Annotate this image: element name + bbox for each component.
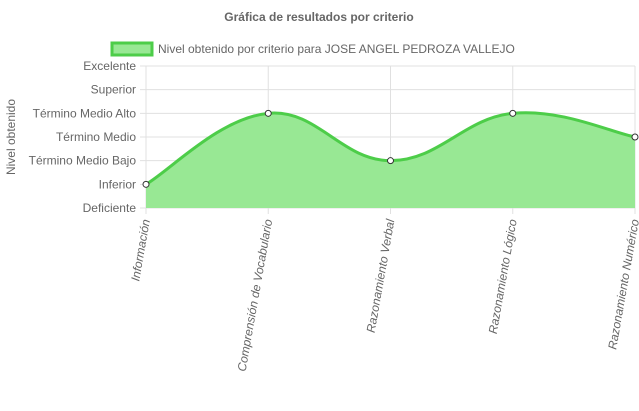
- y-tick-label: Término Medio Bajo: [29, 154, 137, 168]
- x-tick-label: Información: [128, 218, 153, 282]
- y-tick-label: Inferior: [99, 177, 136, 191]
- y-axis-label: Nivel obtenido: [4, 99, 18, 175]
- x-tick-label: Comprensión de Vocabulario: [235, 218, 276, 373]
- y-tick-label: Superior: [91, 83, 136, 97]
- data-points: [142, 109, 639, 188]
- data-point[interactable]: [142, 180, 150, 188]
- y-tick-label: Deficiente: [83, 201, 137, 215]
- data-point[interactable]: [631, 133, 639, 141]
- legend-swatch: [110, 41, 154, 57]
- x-axis-ticks: Información Comprensión de Vocabulario Raz…: [128, 218, 639, 373]
- legend[interactable]: Nivel obtenido por criterio para JOSE AN…: [110, 41, 515, 57]
- x-tick-label: Razonamiento Numérico: [605, 218, 639, 351]
- series-area-fill: [146, 112, 635, 208]
- data-point[interactable]: [387, 157, 394, 165]
- y-tick-label: Excelente: [83, 59, 136, 73]
- legend-label: Nivel obtenido por criterio para JOSE AN…: [158, 42, 515, 56]
- x-tick-label: Razonamiento Lógico: [486, 218, 520, 335]
- data-point[interactable]: [264, 109, 272, 117]
- y-tick-label: Término Medio: [56, 130, 136, 144]
- data-point[interactable]: [509, 109, 517, 117]
- chart-title: Gráfica de resultados por criterio: [224, 10, 413, 24]
- x-tick-label: Razonamiento Verbal: [364, 218, 398, 334]
- y-tick-label: Término Medio Alto: [33, 106, 137, 120]
- y-axis-ticks: Deficiente Inferior Término Medio Bajo Térm…: [29, 59, 137, 215]
